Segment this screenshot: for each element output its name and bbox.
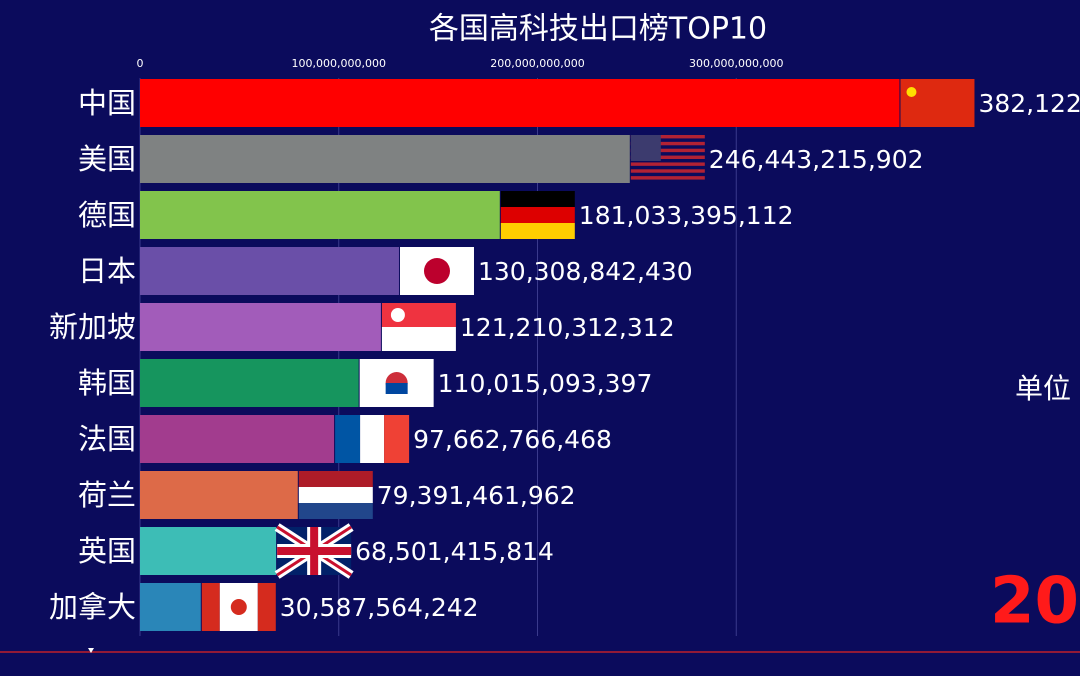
value-label: 68,501,415,814 <box>355 537 554 566</box>
y-tick-label: 德国 <box>78 198 136 232</box>
bar <box>140 359 359 407</box>
flag-part <box>298 503 373 519</box>
bar <box>140 583 201 631</box>
flag-part <box>630 141 705 146</box>
flag-part <box>360 415 385 463</box>
flag-part <box>630 135 705 139</box>
x-tick-label: 0 <box>137 57 144 70</box>
bar <box>140 247 399 295</box>
flag <box>274 523 354 579</box>
flag-part <box>277 547 352 555</box>
y-tick-label: 日本 <box>78 254 136 288</box>
flag-part <box>630 155 705 159</box>
y-tick-label: 韩国 <box>78 366 136 400</box>
bar <box>140 527 277 575</box>
flag-part <box>630 176 705 180</box>
x-tick-label: 300,000,000,000 <box>689 57 783 70</box>
unit-label: 单位 <box>1015 372 1071 405</box>
flag-part <box>381 327 456 351</box>
flag-part <box>298 487 373 503</box>
timeline-marker <box>88 648 94 653</box>
flag-part <box>630 169 705 173</box>
x-tick-label: 200,000,000,000 <box>490 57 584 70</box>
bar <box>140 415 335 463</box>
value-label: 121,210,312,312 <box>460 313 675 342</box>
flag-part <box>335 415 361 463</box>
flag-part <box>257 583 276 631</box>
bar <box>140 303 381 351</box>
flag <box>201 583 276 631</box>
flag-part <box>630 162 705 166</box>
flag-part <box>500 191 575 207</box>
y-tick-label: 中国 <box>78 86 136 120</box>
value-label: 97,662,766,468 <box>413 425 612 454</box>
flag <box>399 247 474 295</box>
bar <box>140 471 298 519</box>
value-label: 30,587,564,242 <box>280 593 479 622</box>
bar <box>140 191 500 239</box>
flag <box>359 359 434 407</box>
year-label: 20 <box>990 565 1079 639</box>
value-label: 382,122, <box>978 89 1080 118</box>
y-tick-label: 法国 <box>78 422 136 456</box>
flag <box>335 415 410 463</box>
y-tick-label: 荷兰 <box>78 478 136 512</box>
flag-part <box>500 207 575 223</box>
value-label: 79,391,461,962 <box>377 481 576 510</box>
flag-part <box>230 599 247 615</box>
bar <box>140 135 630 183</box>
flag-part <box>900 79 975 127</box>
bar <box>140 79 900 127</box>
flag-part <box>384 415 410 463</box>
value-label: 181,033,395,112 <box>579 201 794 230</box>
y-tick-label: 美国 <box>78 142 136 176</box>
flag-part <box>630 148 705 153</box>
flag <box>630 135 705 180</box>
flag <box>298 471 373 519</box>
flag-part <box>390 308 405 322</box>
flag <box>900 79 975 127</box>
chart-title: 各国高科技出口榜TOP10 <box>429 12 767 47</box>
y-tick-label: 加拿大 <box>49 590 136 624</box>
y-tick-label: 新加坡 <box>49 310 136 344</box>
flag-part <box>906 87 917 97</box>
flag-part <box>201 583 220 631</box>
flag <box>500 191 575 239</box>
value-label: 130,308,842,430 <box>478 257 693 286</box>
y-tick-label: 英国 <box>78 534 136 568</box>
value-label: 246,443,215,902 <box>709 145 924 174</box>
x-tick-label: 100,000,000,000 <box>292 57 386 70</box>
value-label: 110,015,093,397 <box>438 369 653 398</box>
flag-part <box>298 471 373 487</box>
flag-part <box>630 135 661 161</box>
flag-part <box>423 258 450 284</box>
flag-part <box>385 383 408 394</box>
flag-part <box>500 223 575 239</box>
flag <box>381 303 456 351</box>
